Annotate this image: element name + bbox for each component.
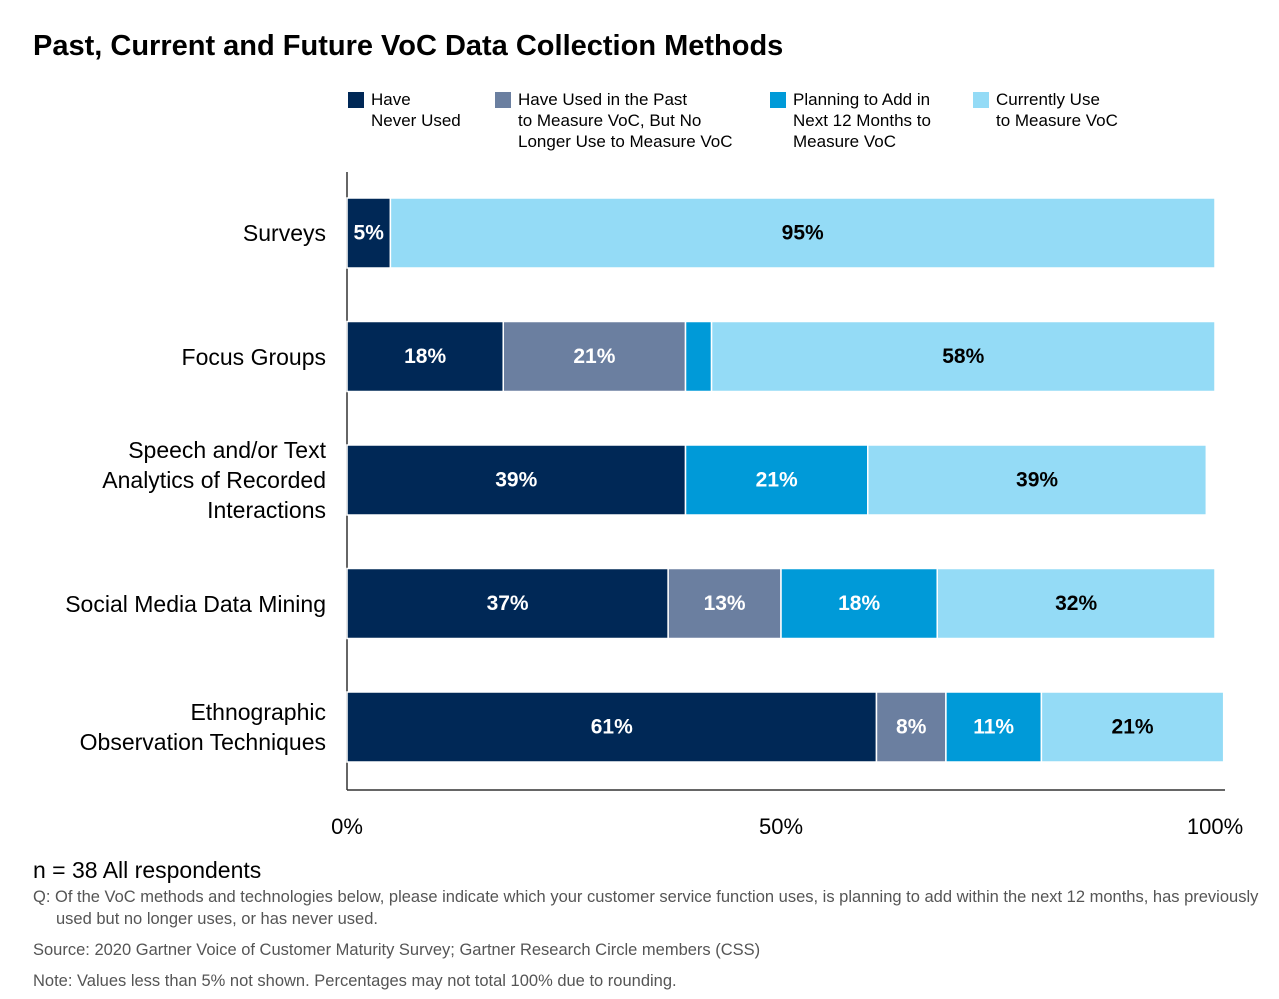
value-label: 32%: [1055, 592, 1097, 615]
value-label: 11%: [973, 716, 1014, 739]
x-tick-label: 0%: [331, 814, 363, 839]
value-label: 18%: [404, 345, 446, 368]
sample-note: n = 38 All respondents: [33, 857, 262, 883]
value-label: 18%: [838, 592, 880, 615]
bar-segment: [875, 691, 947, 763]
value-label: 39%: [1016, 469, 1058, 492]
chart-title: Past, Current and Future VoC Data Collec…: [33, 30, 784, 62]
bar-segment: [502, 320, 687, 393]
legend-label: Have Used in the Past to Measure VoC, Bu…: [518, 90, 733, 151]
bar-segment: [346, 691, 878, 763]
x-tick-label: 50%: [759, 814, 803, 839]
legend-swatch: [770, 92, 786, 108]
value-label: 39%: [495, 469, 537, 492]
value-label: 21%: [573, 345, 615, 368]
bar-segment: [710, 320, 1216, 393]
value-label: 5%: [354, 222, 385, 245]
value-label: 21%: [1112, 716, 1154, 739]
value-label: 58%: [942, 345, 984, 368]
bar-segment: [346, 567, 669, 640]
value-label: 13%: [704, 592, 746, 615]
question-note: Q: Of the VoC methods and technologies b…: [33, 888, 1259, 928]
legend-label: Currently Use to Measure VoC: [996, 90, 1118, 130]
category-label: Ethnographic Observation Techniques: [79, 699, 326, 755]
bar-segment: [684, 444, 869, 516]
legend-swatch: [495, 92, 511, 108]
bar-segment: [945, 691, 1043, 763]
value-label: 61%: [591, 716, 633, 739]
category-label: Social Media Data Mining: [65, 590, 326, 617]
bar-segment: [389, 197, 1216, 269]
bar-segment: [346, 320, 504, 393]
x-tick-label: 100%: [1187, 814, 1243, 839]
value-label: 95%: [782, 222, 824, 245]
legend-label: Planning to Add in Next 12 Months to Mea…: [793, 90, 931, 151]
legend-swatch: [973, 92, 989, 108]
bar-segment: [780, 567, 938, 640]
legend-label: Have Never Used: [371, 90, 461, 130]
bar-segment: [667, 567, 782, 640]
source-note: Source: 2020 Gartner Voice of Customer M…: [33, 941, 761, 959]
category-label: Speech and/or Text Analytics of Recorded…: [102, 437, 326, 523]
value-label: 21%: [756, 469, 798, 492]
legend-swatch: [348, 92, 364, 108]
bar-segment: [1040, 691, 1225, 763]
bar-segment: [936, 567, 1216, 640]
category-label: Focus Groups: [181, 343, 326, 370]
bar-segment: [346, 444, 687, 516]
value-label: 8%: [896, 716, 927, 739]
category-label: Surveys: [242, 220, 326, 246]
footnote: Note: Values less than 5% not shown. Per…: [33, 972, 677, 990]
bar-segment: [867, 444, 1208, 516]
bar-segment: [684, 320, 713, 393]
value-label: 37%: [487, 592, 529, 615]
